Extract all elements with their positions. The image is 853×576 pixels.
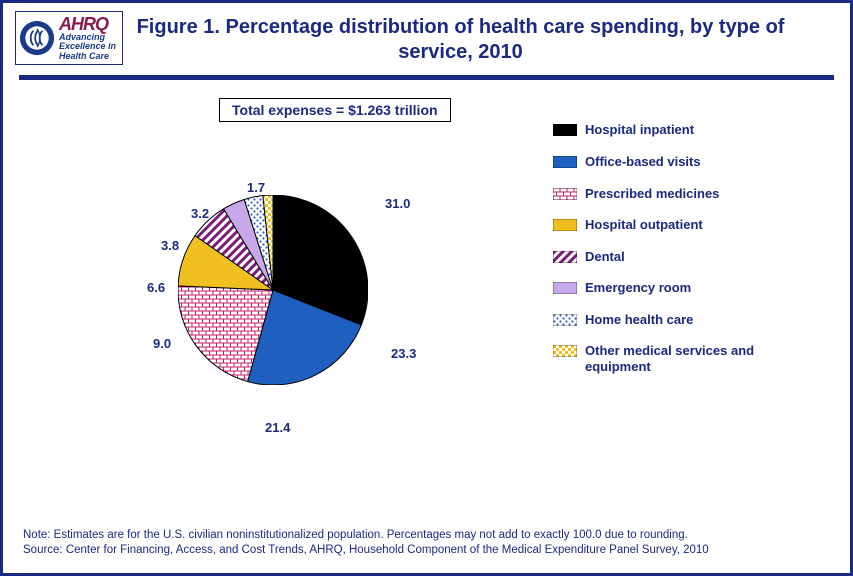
header: AHRQ Advancing Excellence in Health Care… <box>3 3 850 69</box>
legend-label: Dental <box>585 249 625 265</box>
pie-value-label: 6.6 <box>147 280 165 295</box>
pie-chart-area: 31.0 23.3 21.4 9.0 6.6 3.8 3.2 1.7 <box>123 140 443 460</box>
legend-swatch-icon <box>553 124 577 136</box>
legend-label: Hospital outpatient <box>585 217 703 233</box>
ahrq-wordmark: AHRQ Advancing Excellence in Health Care <box>59 15 116 61</box>
legend-swatch-icon <box>553 251 577 263</box>
legend-item: Dental <box>553 249 813 265</box>
legend: Hospital inpatient Office-based visits Pre… <box>553 122 813 390</box>
pie-value-label: 9.0 <box>153 336 171 351</box>
legend-item: Hospital outpatient <box>553 217 813 233</box>
hhs-seal-icon <box>19 20 55 56</box>
pie-value-label: 3.2 <box>191 206 209 221</box>
legend-label: Other medical services and equipment <box>585 343 813 374</box>
footer-note: Note: Estimates are for the U.S. civilia… <box>23 528 830 544</box>
legend-swatch-icon <box>553 345 577 357</box>
chart-content: Total expenses = $1.263 trillion <box>3 80 850 480</box>
pie-value-label: 21.4 <box>265 420 290 435</box>
legend-item: Emergency room <box>553 280 813 296</box>
legend-swatch-icon <box>553 219 577 231</box>
pie-value-label: 3.8 <box>161 238 179 253</box>
footer-source: Source: Center for Financing, Access, an… <box>23 543 830 559</box>
legend-swatch-icon <box>553 314 577 326</box>
total-expenses-box: Total expenses = $1.263 trillion <box>219 98 451 122</box>
legend-swatch-icon <box>553 282 577 294</box>
legend-swatch-icon <box>553 188 577 200</box>
legend-item: Office-based visits <box>553 154 813 170</box>
legend-item: Prescribed medicines <box>553 186 813 202</box>
legend-label: Hospital inpatient <box>585 122 694 138</box>
footer-notes: Note: Estimates are for the U.S. civilia… <box>23 528 830 559</box>
pie-chart <box>178 195 368 385</box>
ahrq-logo-block: AHRQ Advancing Excellence in Health Care <box>15 11 123 65</box>
legend-label: Home health care <box>585 312 693 328</box>
legend-item: Home health care <box>553 312 813 328</box>
legend-label: Office-based visits <box>585 154 701 170</box>
legend-label: Emergency room <box>585 280 691 296</box>
legend-item: Hospital inpatient <box>553 122 813 138</box>
figure-title: Figure 1. Percentage distribution of hea… <box>123 11 838 65</box>
ahrq-tagline-3: Health Care <box>59 52 116 61</box>
pie-value-label: 1.7 <box>247 180 265 195</box>
pie-value-label: 31.0 <box>385 196 410 211</box>
figure-frame: AHRQ Advancing Excellence in Health Care… <box>0 0 853 576</box>
legend-swatch-icon <box>553 156 577 168</box>
legend-label: Prescribed medicines <box>585 186 719 202</box>
pie-value-label: 23.3 <box>391 346 416 361</box>
ahrq-brand: AHRQ <box>59 15 116 33</box>
legend-item: Other medical services and equipment <box>553 343 813 374</box>
